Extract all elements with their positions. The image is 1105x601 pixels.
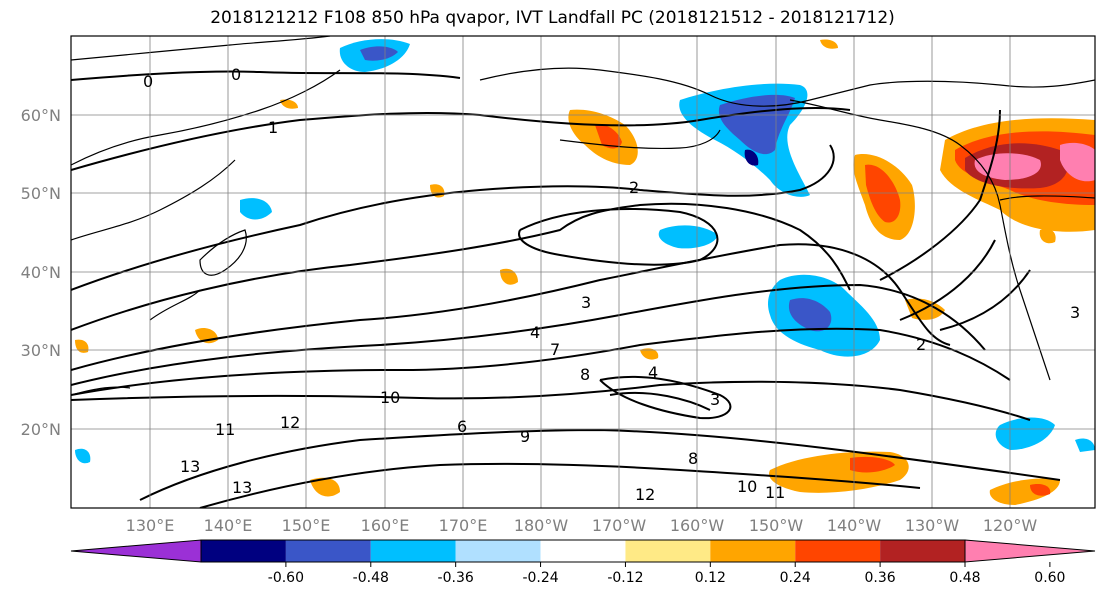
- colorbar-swatch: [455, 540, 541, 562]
- coastlines: [71, 36, 1095, 396]
- svg-text:170°W: 170°W: [592, 516, 647, 535]
- svg-text:160°W: 160°W: [670, 516, 725, 535]
- svg-text:50°N: 50°N: [21, 184, 61, 203]
- svg-text:130°E: 130°E: [126, 516, 175, 535]
- colorbar-labels: -0.60 -0.48 -0.36 -0.24 -0.12 0.12 0.24 0.36 0.4…: [268, 570, 1066, 586]
- svg-text:160°E: 160°E: [361, 516, 410, 535]
- colorbar-tick-label: -0.36: [438, 570, 474, 586]
- colorbar-swatch: [370, 540, 456, 562]
- colorbar: [70, 539, 1096, 567]
- colorbar-swatch: [540, 540, 626, 562]
- svg-text:180°W: 180°W: [514, 516, 569, 535]
- colorbar-tick-label: 0.36: [865, 570, 896, 586]
- svg-text:2: 2: [629, 178, 639, 197]
- svg-text:150°W: 150°W: [749, 516, 804, 535]
- svg-text:40°N: 40°N: [21, 263, 61, 282]
- longitude-labels: 130°E 140°E 150°E 160°E 170°E 180°W 170°…: [126, 516, 1038, 535]
- svg-text:4: 4: [530, 323, 540, 342]
- svg-text:4: 4: [648, 363, 658, 382]
- svg-text:3: 3: [581, 293, 591, 312]
- colorbar-tick-label: 0.60: [1034, 570, 1065, 586]
- svg-text:10: 10: [380, 388, 400, 407]
- svg-text:8: 8: [688, 449, 698, 468]
- colorbar-tick-label: -0.12: [607, 570, 643, 586]
- map-layers: 0 0 1 2 2 3 3 4 7 8 10 10 11 11 12 12 13…: [71, 36, 1095, 508]
- svg-text:140°W: 140°W: [827, 516, 882, 535]
- colorbar-swatch: [285, 540, 371, 562]
- svg-text:12: 12: [635, 485, 655, 504]
- svg-text:130°W: 130°W: [905, 516, 960, 535]
- colorbar-swatch: [880, 540, 965, 562]
- colorbar-swatch: [625, 540, 711, 562]
- map-frame: [70, 35, 1096, 509]
- svg-text:3: 3: [710, 390, 720, 409]
- svg-text:20°N: 20°N: [21, 420, 61, 439]
- svg-text:11: 11: [765, 483, 785, 502]
- svg-text:12: 12: [280, 413, 300, 432]
- colorbar-swatch: [201, 540, 286, 562]
- svg-text:8: 8: [580, 365, 590, 384]
- svg-text:6: 6: [457, 417, 467, 436]
- colorbar-swatch: [710, 540, 796, 562]
- colorbar-tick-label: -0.48: [353, 570, 389, 586]
- colorbar-tick-label: -0.60: [268, 570, 304, 586]
- svg-text:2: 2: [916, 335, 926, 354]
- colorbar-extend-max: [964, 539, 1096, 563]
- svg-text:7: 7: [550, 340, 560, 359]
- svg-text:140°E: 140°E: [204, 516, 253, 535]
- colorbar-tick-label: 0.12: [695, 570, 726, 586]
- colorbar-tick-label: 0.24: [780, 570, 811, 586]
- svg-text:9: 9: [520, 427, 530, 446]
- colorbar-extend-min: [70, 539, 202, 563]
- colorbar-tick-label: -0.24: [522, 570, 558, 586]
- latitude-labels: 60°N 50°N 40°N 30°N 20°N: [21, 106, 61, 439]
- contour-labels: 0 0 1 2 2 3 3 4 7 8 10 10 11 11 12 12 13…: [143, 65, 1080, 504]
- svg-text:13: 13: [180, 457, 200, 476]
- svg-text:120°W: 120°W: [983, 516, 1038, 535]
- map-title: 2018121212 F108 850 hPa qvapor, IVT Land…: [210, 8, 895, 28]
- svg-text:0: 0: [143, 72, 153, 91]
- colorbar-swatch: [795, 540, 881, 562]
- svg-text:30°N: 30°N: [21, 341, 61, 360]
- ivt-contours: [71, 70, 1061, 508]
- svg-text:0: 0: [231, 65, 241, 84]
- svg-text:150°E: 150°E: [282, 516, 331, 535]
- colorbar-tick-label: 0.48: [949, 570, 980, 586]
- svg-text:170°E: 170°E: [439, 516, 488, 535]
- svg-text:1: 1: [268, 118, 278, 137]
- svg-text:13: 13: [232, 478, 252, 497]
- qvapor-shading: [75, 39, 1095, 505]
- svg-text:3: 3: [1070, 303, 1080, 322]
- graticule: [71, 36, 1095, 508]
- colorbar-frame: [200, 539, 966, 563]
- svg-text:11: 11: [215, 420, 235, 439]
- svg-text:10: 10: [737, 477, 757, 496]
- svg-text:60°N: 60°N: [21, 106, 61, 125]
